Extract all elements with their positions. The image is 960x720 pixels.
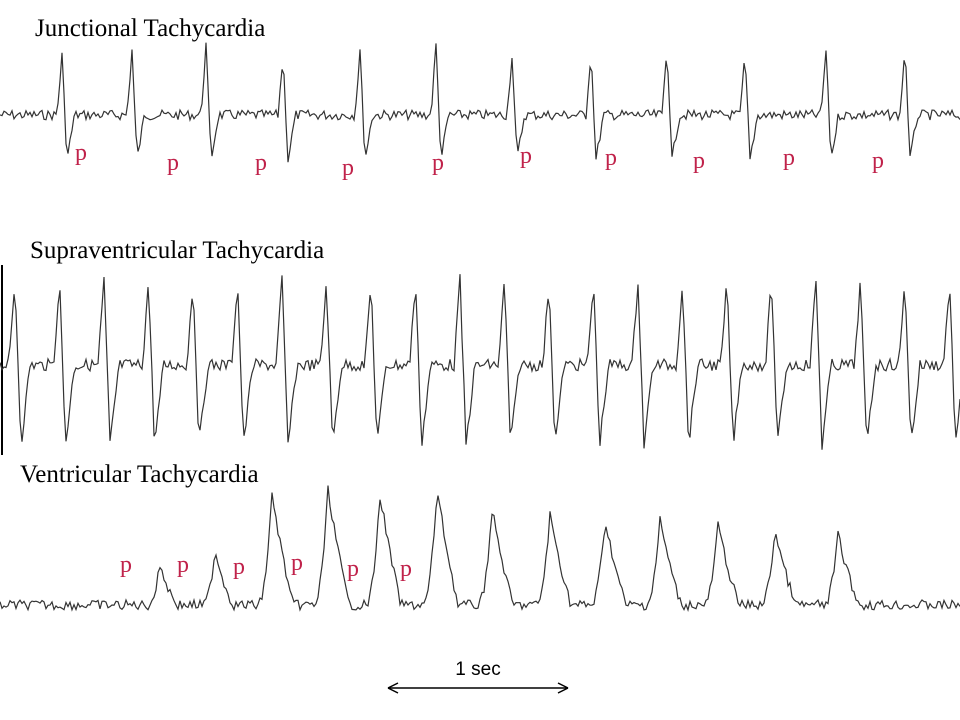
p-wave-label: p (120, 552, 132, 578)
traces (0, 42, 960, 612)
p-labels: p p p p p p p p p p p p p p p p (75, 140, 884, 582)
ecg-trace (0, 485, 960, 612)
p-wave-label: p (233, 554, 245, 580)
p-wave-label: p (342, 155, 354, 181)
scale-label: 1 sec (455, 659, 500, 680)
p-wave-label: p (872, 148, 884, 174)
scale-arrow-heads (387, 682, 569, 694)
strip-title: Ventricular Tachycardia (20, 461, 259, 488)
p-wave-label: p (783, 145, 795, 171)
p-wave-label: p (400, 556, 412, 582)
ecg-trace (0, 42, 960, 163)
p-wave-label: p (347, 556, 359, 582)
strip-title: Supraventricular Tachycardia (30, 237, 324, 264)
p-wave-label: p (693, 148, 705, 174)
p-wave-label: p (605, 145, 617, 171)
p-wave-label: p (167, 150, 179, 176)
p-wave-label: p (177, 552, 189, 578)
p-wave-label: p (291, 550, 303, 576)
p-wave-label: p (432, 150, 444, 176)
strip-title: Junctional Tachycardia (35, 15, 265, 42)
p-wave-label: p (75, 140, 87, 166)
p-wave-label: p (520, 143, 532, 169)
ecg-trace (0, 274, 960, 450)
p-wave-label: p (255, 150, 267, 176)
